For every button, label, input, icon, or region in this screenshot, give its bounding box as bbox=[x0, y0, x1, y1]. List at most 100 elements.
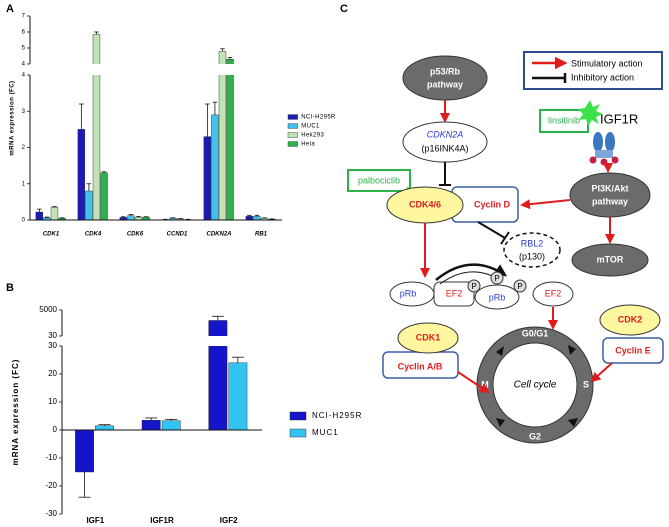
node-label: PI3K/Akt bbox=[591, 183, 628, 193]
bar bbox=[35, 211, 44, 221]
y-tick-label: 2 bbox=[22, 145, 26, 151]
bar bbox=[203, 136, 212, 221]
y-axis-label: mRNA expression (FC) bbox=[10, 80, 16, 155]
legend-text: Inhibitory action bbox=[571, 72, 634, 82]
panel-label: B bbox=[6, 282, 14, 294]
axis-break bbox=[56, 336, 262, 346]
node-label: Cyclin E bbox=[615, 345, 651, 355]
node-label: CDK2 bbox=[618, 314, 643, 324]
node bbox=[397, 322, 459, 354]
drug-label: linsitinib bbox=[548, 115, 580, 125]
node-label: EF2 bbox=[545, 288, 562, 298]
y-tick-label: -10 bbox=[45, 453, 57, 462]
arrow bbox=[457, 371, 490, 394]
arrow bbox=[590, 362, 613, 383]
node-label: Cyclin A/B bbox=[398, 361, 443, 371]
curved-arrow bbox=[435, 263, 508, 281]
node bbox=[503, 232, 561, 268]
legend-label: NCI-H295R bbox=[301, 115, 336, 121]
x-tick-label: CDK4 bbox=[85, 232, 102, 238]
legend-swatch bbox=[287, 114, 298, 120]
node bbox=[569, 172, 651, 218]
node-label: pathway bbox=[592, 196, 628, 206]
diagram: C Stimulatory action Inhibitory action p… bbox=[340, 3, 664, 444]
node-label: pRb bbox=[489, 292, 506, 302]
node-label: CDK4/6 bbox=[409, 199, 441, 209]
y-tick-label: 4 bbox=[22, 73, 26, 79]
bar bbox=[253, 216, 261, 221]
arrow bbox=[520, 199, 571, 210]
y-tick-label: 1 bbox=[22, 181, 26, 187]
y-tick-label: 0 bbox=[53, 425, 58, 434]
x-tick-label: IGF2 bbox=[220, 516, 238, 525]
node bbox=[599, 304, 661, 336]
bar bbox=[100, 172, 108, 221]
axis-break bbox=[24, 64, 282, 75]
bar bbox=[50, 207, 59, 221]
y-tick-label: 7 bbox=[22, 14, 26, 20]
phase-label: G2 bbox=[529, 431, 541, 441]
node-label: Cyclin D bbox=[474, 199, 511, 209]
y-tick-label: 20 bbox=[48, 369, 57, 378]
y-tick-label: -20 bbox=[45, 481, 57, 490]
y-tick-label: 6 bbox=[22, 30, 26, 36]
x-tick-label: CDK1 bbox=[43, 232, 60, 238]
receptor-icon bbox=[589, 132, 619, 166]
y-tick-label: 3 bbox=[22, 109, 26, 115]
node-label: CDK1 bbox=[416, 332, 441, 342]
legend-text: Stimulatory action bbox=[571, 58, 643, 68]
bar bbox=[226, 59, 234, 221]
bar bbox=[77, 129, 86, 221]
bar bbox=[75, 429, 94, 473]
y-tick-label: 5 bbox=[22, 46, 26, 52]
y-tick-label: 10 bbox=[48, 397, 57, 406]
legend-label: MUC1 bbox=[312, 428, 339, 437]
node bbox=[402, 121, 488, 163]
legend-swatch bbox=[289, 428, 307, 438]
bar bbox=[228, 362, 248, 431]
phospho-label: P bbox=[494, 274, 499, 283]
y-tick-label: 0 bbox=[22, 218, 26, 224]
ring-arrows bbox=[496, 345, 578, 427]
x-tick-label: CDK6 bbox=[127, 232, 144, 238]
inhibit bbox=[477, 221, 506, 239]
bar bbox=[95, 425, 114, 431]
legend-box bbox=[523, 51, 663, 90]
y-tick-label: -30 bbox=[45, 509, 57, 518]
node-label: RBL2 bbox=[521, 238, 544, 248]
x-tick-label: IGF1 bbox=[86, 516, 104, 525]
legend-label: NCI-H295R bbox=[312, 411, 362, 420]
y-axis-label: mRNA expression (FC) bbox=[11, 359, 20, 466]
y-tick-label: 4 bbox=[22, 62, 26, 68]
node-label: CDKN2A bbox=[427, 129, 464, 139]
legend-swatch bbox=[289, 411, 307, 421]
node bbox=[474, 284, 520, 310]
bar bbox=[127, 215, 135, 221]
phase-label: S bbox=[583, 379, 589, 389]
node-label: (p16INK4A) bbox=[421, 143, 468, 153]
node bbox=[433, 281, 475, 307]
node bbox=[402, 55, 488, 101]
phospho bbox=[513, 279, 527, 293]
node-label: (p130) bbox=[519, 251, 545, 261]
legend-label: MUC1 bbox=[301, 124, 320, 130]
legend-swatch bbox=[287, 141, 298, 147]
bar bbox=[161, 420, 181, 431]
node-label: mTOR bbox=[597, 254, 624, 264]
node-label: pRb bbox=[400, 288, 417, 298]
y-tick-label: 30 bbox=[48, 331, 57, 340]
bar bbox=[245, 216, 254, 221]
panel-label: C bbox=[340, 3, 348, 15]
bar bbox=[141, 420, 161, 431]
phospho-label: P bbox=[471, 282, 476, 291]
bar bbox=[211, 114, 219, 221]
phospho bbox=[490, 271, 504, 285]
bar bbox=[92, 34, 101, 221]
cycle-label: Cell cycle bbox=[514, 380, 557, 391]
phospho bbox=[467, 279, 481, 293]
drug-box bbox=[347, 169, 411, 192]
panel-label: A bbox=[6, 3, 14, 15]
node-label: p53/Rb bbox=[430, 66, 461, 76]
legend-swatch bbox=[287, 132, 298, 138]
